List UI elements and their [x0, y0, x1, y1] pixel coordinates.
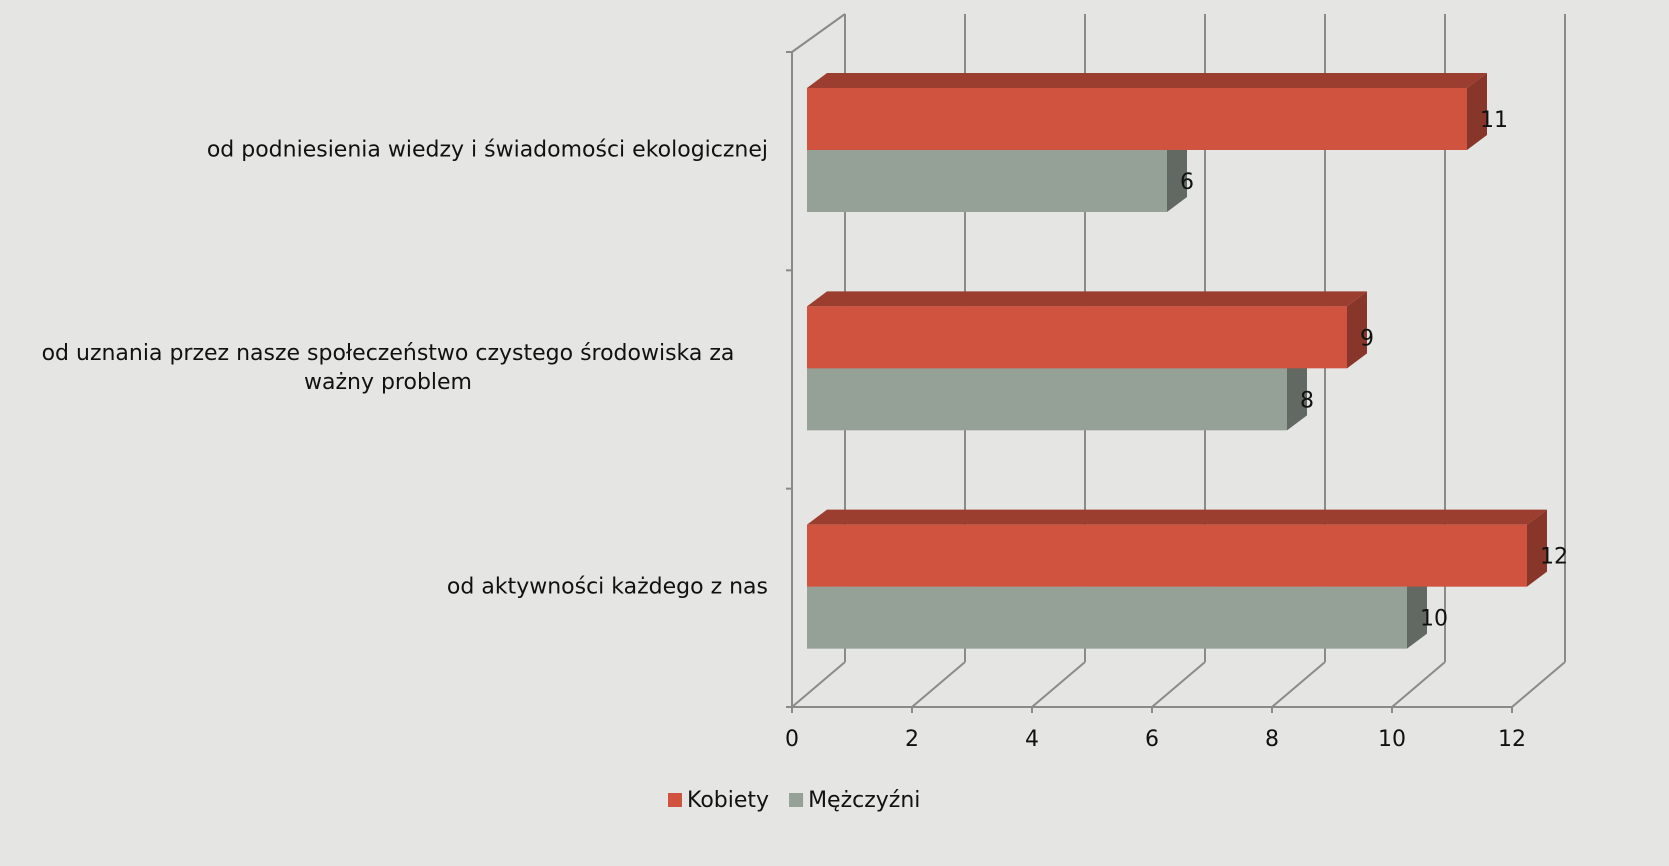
bar — [807, 306, 1347, 369]
category-label: od aktywności każdego z nas — [446, 574, 768, 600]
x-tick-label: 0 — [785, 727, 799, 752]
category-label: od uznania przez nasze społeczeństwo czy… — [41, 341, 735, 396]
bar — [807, 88, 1467, 150]
grid-floor-line — [1151, 661, 1206, 708]
bar-top — [807, 291, 1367, 307]
left-wall-top — [791, 13, 846, 53]
x-tick-label: 4 — [1025, 727, 1039, 752]
grid-floor-line — [1271, 661, 1326, 708]
bar-top — [807, 509, 1547, 525]
bar-side — [1347, 291, 1367, 369]
grid-floor-line — [1511, 661, 1566, 708]
bar — [807, 586, 1407, 649]
bar-side — [1407, 571, 1427, 649]
value-label: 8 — [1300, 388, 1314, 413]
legend-label: Mężczyźni — [808, 788, 920, 813]
value-label: 11 — [1480, 108, 1508, 133]
grid-floor-line — [791, 661, 846, 708]
bar — [807, 524, 1527, 587]
bar — [807, 368, 1287, 431]
bar-top — [807, 73, 1487, 88]
grid-floor-line — [1031, 661, 1086, 708]
value-label: 9 — [1360, 326, 1374, 351]
bar-side — [1287, 353, 1307, 431]
x-tick-label: 6 — [1145, 727, 1159, 752]
bar-side — [1527, 509, 1547, 587]
x-tick-label: 8 — [1265, 727, 1279, 752]
x-tick-label: 12 — [1498, 727, 1526, 752]
value-label: 10 — [1420, 607, 1448, 632]
grid-floor-line — [1391, 661, 1446, 708]
x-tick-label: 10 — [1378, 727, 1406, 752]
bar-side — [1467, 73, 1487, 150]
bar-side — [1167, 135, 1187, 212]
category-label: od podniesienia wiedzy i świadomości eko… — [206, 137, 768, 163]
grid-floor-line — [911, 661, 966, 708]
x-tick-label: 2 — [905, 727, 919, 752]
legend-swatch — [789, 793, 804, 807]
legend-label: Kobiety — [687, 788, 769, 813]
legend-swatch — [668, 793, 682, 807]
value-label: 12 — [1540, 545, 1568, 570]
value-label: 6 — [1180, 170, 1194, 195]
bar — [807, 150, 1167, 212]
